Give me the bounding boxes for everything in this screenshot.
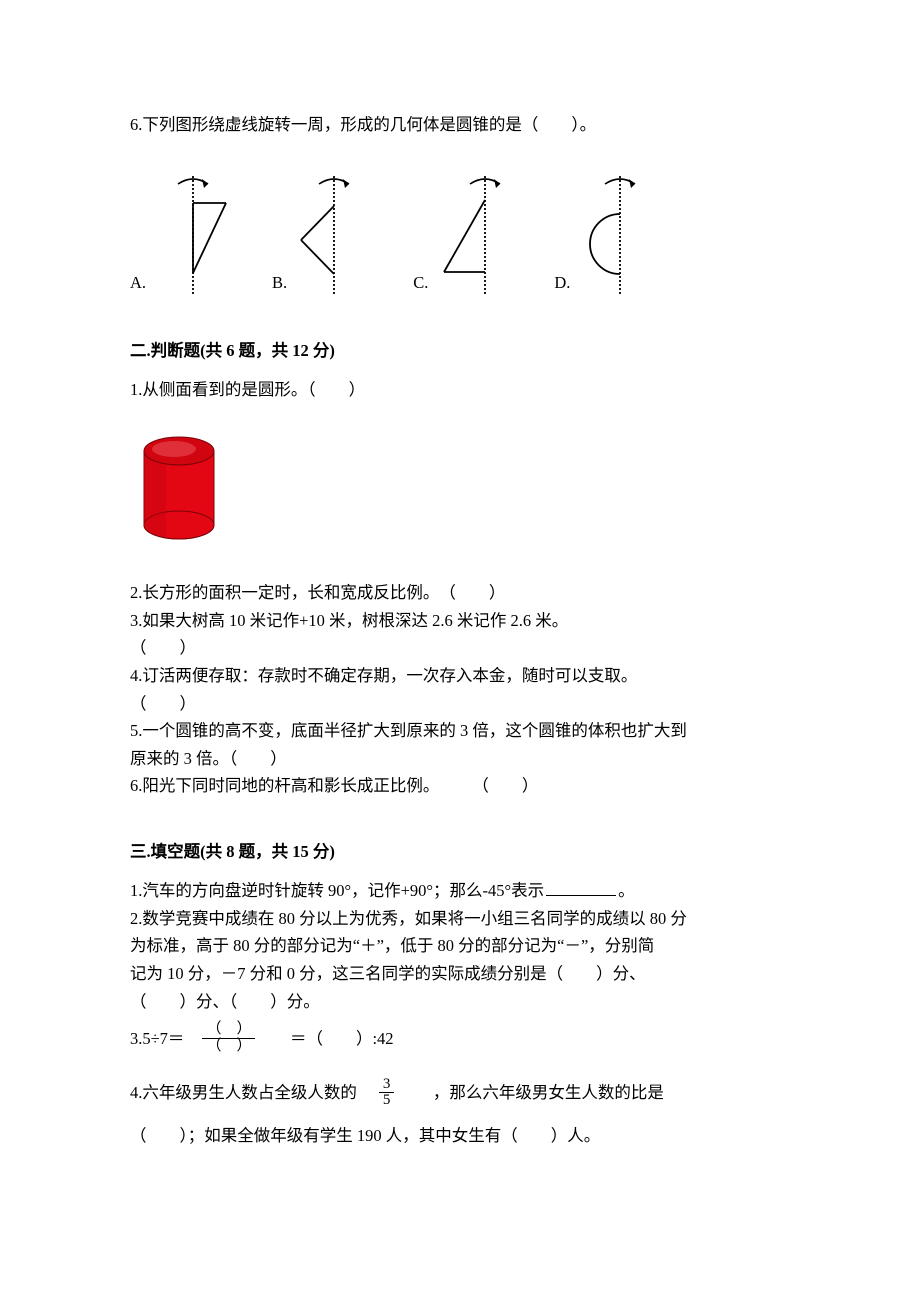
cylinder-figure [136, 429, 800, 555]
s3-q2d: （ ）分、（ ）分。 [130, 989, 800, 1015]
s2-q1: 1.从侧面看到的是圆形。（ ） [130, 377, 800, 403]
rotation-figure-c-icon [430, 168, 520, 298]
q6-option-c: C. [413, 168, 520, 298]
s3-q4a-post: ，那么六年级男女生人数的比是 [416, 1080, 664, 1106]
q6-option-c-label: C. [413, 270, 428, 298]
s2-q3b: （ ） [130, 635, 800, 661]
s2-q5b: 原来的 3 倍。（ ） [130, 746, 800, 772]
section2-title: 二.判断题(共 6 题，共 12 分) [130, 338, 800, 364]
page: 6.下列图形绕虚线旋转一周，形成的几何体是圆锥的是（ ）。 A. B. [0, 0, 920, 1211]
q6-text: 6.下列图形绕虚线旋转一周，形成的几何体是圆锥的是（ ）。 [130, 112, 800, 138]
q6-option-d: D. [554, 168, 652, 298]
fraction-blank: （ ） （ ） [202, 1022, 255, 1055]
q6-option-a: A. [130, 168, 238, 298]
s3-q2a: 2.数学竞赛中成绩在 80 分以上为优秀，如果将一小组三名同学的成绩以 80 分 [130, 906, 800, 932]
s2-q4a: 4.订活两便存取：存款时不确定存期，一次存入本金，随时可以支取。 [130, 663, 800, 689]
section3-title: 三.填空题(共 8 题，共 15 分) [130, 839, 800, 865]
fraction-numerator: 3 [379, 1077, 395, 1093]
fraction-numerator: （ ） [202, 1022, 255, 1038]
s3-q2b: 为标准，高于 80 分的部分记为“＋”，低于 80 分的部分记为“－”，分别简 [130, 933, 800, 959]
rotation-figure-d-icon [572, 168, 652, 298]
q6-option-b-label: B. [272, 270, 287, 298]
rotation-figure-a-icon [148, 168, 238, 298]
blank-underline [546, 879, 616, 897]
s3-q3: 3.5÷7＝ （ ） （ ） ＝（ ）:42 [130, 1022, 800, 1055]
fraction-3-5: 3 5 [379, 1077, 395, 1110]
s3-q1: 1.汽车的方向盘逆时针旋转 90°，记作+90°；那么-45°表示 。 [130, 878, 800, 904]
rotation-figure-b-icon [289, 168, 379, 298]
s3-q3-lead: 3.5÷7＝ [130, 1026, 184, 1052]
s3-q4a: 4.六年级男生人数占全级人数的 3 5 ，那么六年级男女生人数的比是 [130, 1077, 800, 1110]
q6-option-d-label: D. [554, 270, 570, 298]
s3-q3-mid: ＝（ ）:42 [273, 1026, 393, 1052]
q6-options: A. B. [130, 168, 800, 298]
s3-q1-text-b: 。 [618, 881, 635, 900]
fraction-denominator: （ ） [202, 1038, 255, 1055]
s3-q2c: 记为 10 分，－7 分和 0 分，这三名同学的实际成绩分别是（ ）分、 [130, 961, 800, 987]
s2-q5a: 5.一个圆锥的高不变，底面半径扩大到原来的 3 倍，这个圆锥的体积也扩大到 [130, 718, 800, 744]
s3-q1-text-a: 1.汽车的方向盘逆时针旋转 90°，记作+90°；那么-45°表示 [130, 881, 544, 900]
s3-q4a-pre: 4.六年级男生人数占全级人数的 [130, 1080, 357, 1106]
fraction-denominator: 5 [379, 1092, 395, 1109]
red-cylinder-icon [136, 429, 222, 547]
s2-q4b: （ ） [130, 691, 800, 717]
s2-q3a: 3.如果大树高 10 米记作+10 米，树根深达 2.6 米记作 2.6 米。 [130, 608, 800, 634]
q6-option-a-label: A. [130, 270, 146, 298]
q6-option-b: B. [272, 168, 379, 298]
s2-q6: 6.阳光下同时同地的杆高和影长成正比例。 （ ） [130, 773, 800, 799]
s3-q4b: （ ）；如果全做年级有学生 190 人，其中女生有（ ）人。 [130, 1123, 800, 1149]
s2-q2: 2.长方形的面积一定时，长和宽成反比例。 （ ） [130, 580, 800, 606]
